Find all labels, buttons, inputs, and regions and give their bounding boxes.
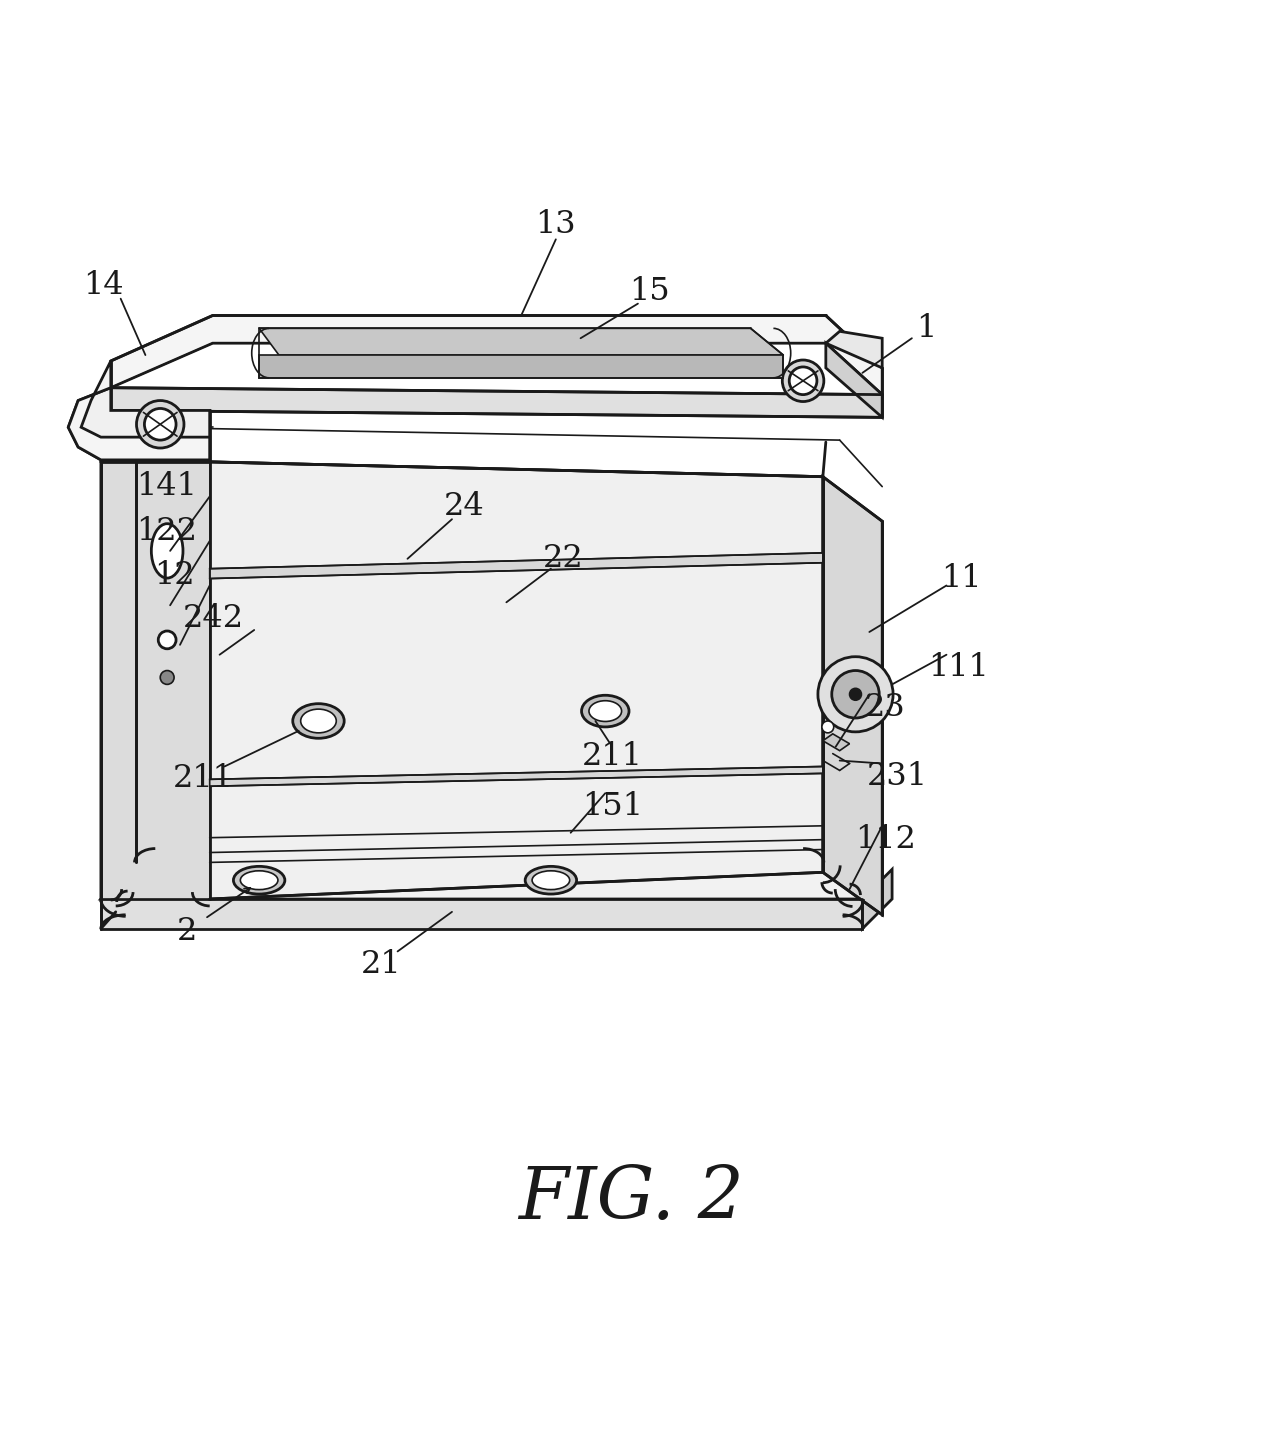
Text: 151: 151 — [581, 790, 643, 822]
Ellipse shape — [300, 709, 337, 732]
Text: 211: 211 — [581, 741, 643, 773]
Ellipse shape — [589, 701, 622, 721]
Circle shape — [159, 630, 177, 649]
Polygon shape — [101, 462, 209, 899]
Text: 2: 2 — [177, 917, 197, 947]
Polygon shape — [68, 387, 209, 460]
Polygon shape — [111, 315, 883, 394]
Ellipse shape — [789, 367, 817, 394]
Circle shape — [822, 721, 834, 732]
Text: 14: 14 — [83, 271, 124, 301]
Polygon shape — [863, 869, 892, 928]
Text: 24: 24 — [444, 491, 484, 522]
Polygon shape — [101, 862, 863, 899]
Polygon shape — [101, 899, 863, 928]
Text: 111: 111 — [928, 652, 989, 684]
Ellipse shape — [151, 524, 183, 578]
Polygon shape — [826, 331, 883, 368]
Ellipse shape — [241, 871, 277, 889]
Ellipse shape — [293, 704, 344, 738]
Text: 15: 15 — [629, 276, 670, 308]
Polygon shape — [101, 427, 135, 899]
Text: FIG. 2: FIG. 2 — [517, 1163, 744, 1233]
Polygon shape — [209, 553, 823, 578]
Text: 12: 12 — [154, 560, 195, 591]
Polygon shape — [68, 361, 209, 460]
Text: 112: 112 — [855, 825, 915, 855]
Text: 11: 11 — [941, 563, 981, 594]
Polygon shape — [260, 355, 783, 378]
Polygon shape — [823, 734, 850, 751]
Ellipse shape — [136, 400, 184, 448]
Text: 13: 13 — [536, 209, 576, 240]
Text: 122: 122 — [136, 515, 197, 547]
Polygon shape — [823, 476, 883, 915]
Circle shape — [160, 671, 174, 685]
Text: 1: 1 — [917, 312, 937, 344]
Ellipse shape — [233, 866, 285, 894]
Text: 231: 231 — [866, 761, 928, 791]
Circle shape — [818, 656, 893, 732]
Text: 23: 23 — [865, 692, 905, 722]
Text: 22: 22 — [542, 544, 583, 574]
Circle shape — [850, 688, 861, 701]
Ellipse shape — [532, 871, 570, 889]
Polygon shape — [260, 328, 783, 355]
Text: 242: 242 — [183, 603, 245, 633]
Text: 211: 211 — [173, 763, 233, 794]
Polygon shape — [209, 767, 823, 786]
Polygon shape — [111, 387, 883, 417]
Polygon shape — [209, 462, 823, 899]
Polygon shape — [826, 342, 883, 417]
Ellipse shape — [525, 866, 576, 894]
Ellipse shape — [145, 409, 177, 440]
Ellipse shape — [782, 360, 823, 401]
Text: 141: 141 — [136, 471, 197, 502]
Circle shape — [832, 671, 879, 718]
Ellipse shape — [581, 695, 629, 727]
Text: 21: 21 — [361, 948, 401, 980]
